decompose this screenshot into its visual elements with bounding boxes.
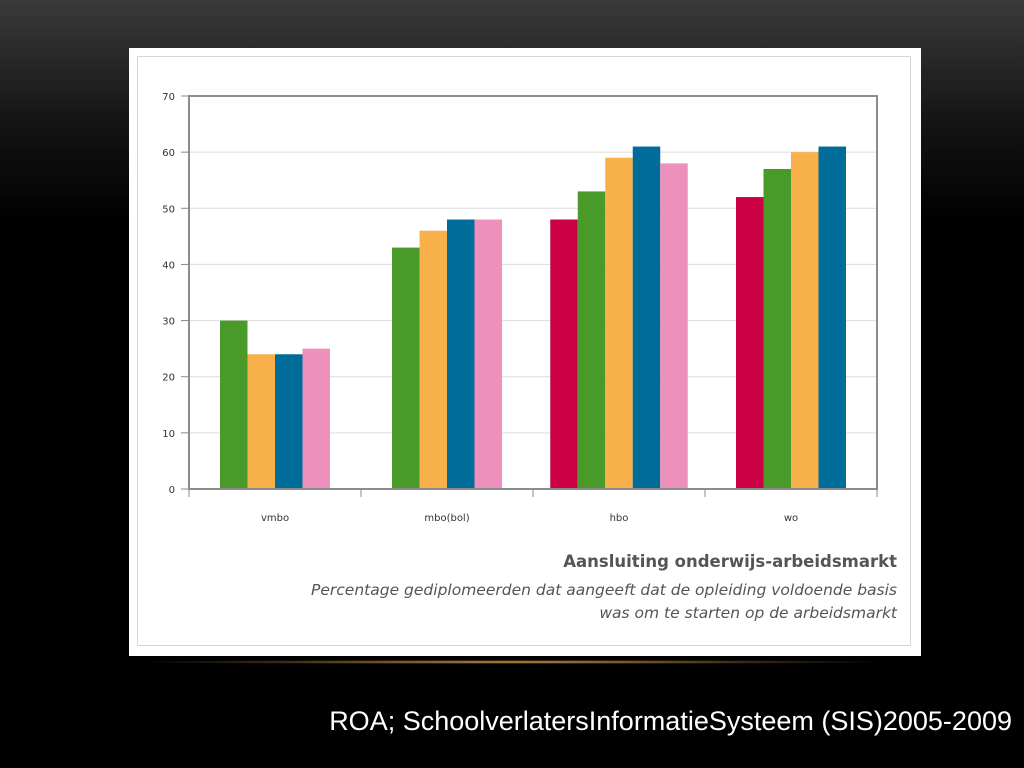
bar bbox=[419, 230, 447, 489]
chart-frame-border bbox=[137, 56, 911, 646]
plot-area-border bbox=[188, 95, 878, 490]
bar bbox=[550, 219, 578, 489]
y-tick-label: 50 bbox=[162, 204, 175, 215]
bars-layer bbox=[220, 146, 846, 490]
bar bbox=[577, 191, 606, 489]
bar bbox=[220, 320, 248, 489]
source-citation: ROA; SchoolverlatersInformatieSysteem (S… bbox=[329, 706, 1012, 736]
bar bbox=[474, 219, 502, 489]
bar-chart: 0 10 20 30 40 50 60 70 vmbo mbo(bol) hbo wo bbox=[162, 92, 878, 524]
chart-subtitle: Percentage gediplomeerden dat aangeeft d… bbox=[157, 579, 897, 625]
bar bbox=[447, 219, 475, 489]
divider-glow bbox=[150, 660, 874, 664]
bar bbox=[791, 152, 819, 489]
bar bbox=[247, 354, 275, 489]
y-tick-label: 60 bbox=[162, 148, 175, 159]
bar bbox=[392, 247, 420, 489]
bar bbox=[736, 197, 764, 490]
y-tick-label: 20 bbox=[162, 373, 175, 384]
chart-frame: 0 10 20 30 40 50 60 70 vmbo mbo(bol) hbo wo Aanslu… bbox=[129, 48, 921, 656]
y-tick-labels: 0 10 20 30 40 50 60 70 bbox=[162, 92, 175, 496]
chart-subtitle-line-2: was om te starten op de arbeidsmarkt bbox=[599, 604, 897, 622]
x-tick-labels: vmbo mbo(bol) hbo wo bbox=[261, 513, 798, 524]
bar bbox=[632, 146, 661, 489]
bar bbox=[763, 168, 791, 489]
y-tick-label: 70 bbox=[162, 92, 175, 103]
y-tick-label: 10 bbox=[162, 429, 175, 440]
chart-title: Aansluiting onderwijs-arbeidsmarkt bbox=[563, 552, 897, 571]
bar bbox=[818, 146, 846, 489]
x-tick-label: mbo(bol) bbox=[424, 513, 469, 524]
bar bbox=[275, 354, 303, 489]
y-tick-label: 40 bbox=[162, 260, 175, 271]
chart-subtitle-line-1: Percentage gediplomeerden dat aangeeft d… bbox=[311, 581, 897, 599]
bar bbox=[660, 163, 688, 489]
x-tick-label: wo bbox=[784, 513, 798, 524]
axis-layer bbox=[181, 95, 878, 497]
y-tick-label: 30 bbox=[162, 317, 175, 328]
x-tick-label: vmbo bbox=[261, 513, 289, 524]
y-tick-label: 0 bbox=[169, 485, 175, 496]
bar bbox=[605, 157, 633, 489]
x-tick-label: hbo bbox=[610, 513, 629, 524]
bar bbox=[302, 348, 330, 489]
